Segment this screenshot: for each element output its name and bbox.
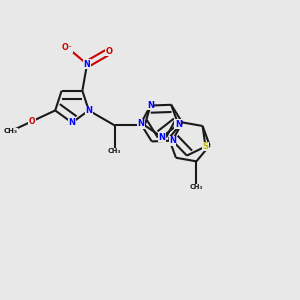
Text: S: S: [202, 142, 208, 151]
Text: N: N: [169, 136, 176, 145]
Text: N: N: [84, 60, 90, 69]
Text: O: O: [29, 117, 35, 126]
Text: N: N: [175, 120, 182, 129]
Text: CH₃: CH₃: [3, 128, 17, 134]
Text: O⁻: O⁻: [62, 43, 73, 52]
Text: N: N: [137, 119, 144, 128]
Text: N: N: [68, 118, 76, 127]
Text: CH₃: CH₃: [190, 184, 203, 190]
Text: N: N: [85, 106, 92, 115]
Text: O: O: [106, 47, 112, 56]
Text: N: N: [147, 101, 154, 110]
Text: N: N: [158, 133, 165, 142]
Text: CH₃: CH₃: [108, 148, 122, 154]
